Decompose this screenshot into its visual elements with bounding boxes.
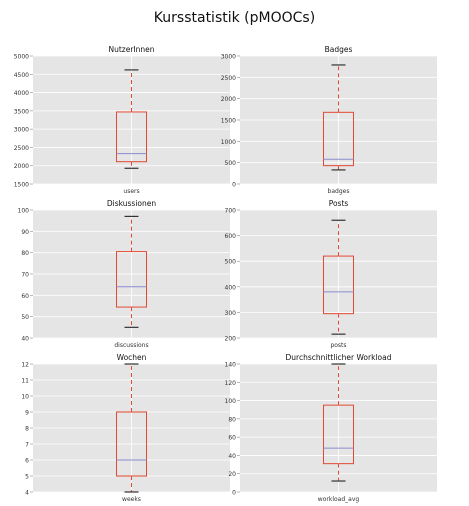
y-tick-label: 3500 [14,108,29,115]
y-tick-label: 80 [228,416,236,423]
y-tick-label: 80 [21,250,29,257]
subplot-posts: 200 300 400 500 600 700 Posts posts [225,199,437,349]
subplot-title: Badges [325,45,353,54]
y-tick-label: 500 [225,259,237,266]
y-tick-label: 1500 [14,182,29,189]
y-tick-label: 3000 [221,54,236,61]
subplot-discussions: 40 50 60 70 80 90 100 Diskussionen discussions [18,199,230,349]
subplot-title: Wochen [117,353,147,362]
x-tick-label: workload_avg [318,496,360,503]
y-tick-label: 11 [21,378,29,385]
y-tick-label: 6 [25,458,29,465]
y-tick-label: 140 [225,362,237,369]
y-tick-label: 90 [21,229,29,236]
y-tick-label: 12 [21,362,29,369]
y-tick-label: 5 [25,474,29,481]
y-tick-label: 400 [225,284,237,291]
y-tick-label: 60 [21,293,29,300]
x-tick-label: users [123,188,139,195]
y-tick-label: 300 [225,310,237,317]
y-tick-label: 4000 [14,90,29,97]
y-tick-label: 20 [228,471,236,478]
y-tick-label: 40 [228,453,236,460]
y-tick-label: 2000 [221,96,236,103]
subplot-users: 1500 2000 2500 3000 3500 4000 4500 5000 NutzerIn… [14,45,230,195]
y-tick-label: 2500 [14,145,29,152]
y-tick-label: 40 [21,336,29,343]
y-tick-label: 8 [25,426,29,433]
y-tick-label: 1000 [221,139,236,146]
y-tick-label: 100 [225,398,237,405]
y-tick-label: 3000 [14,127,29,134]
y-tick-label: 60 [228,435,236,442]
figure-title: Kursstatistik (pMOOCs) [153,10,316,26]
y-tick-label: 120 [225,380,237,387]
subplot-title: Diskussionen [107,199,156,208]
y-tick-label: 5000 [14,54,29,61]
iqr-box [116,411,147,477]
y-tick-label: 1500 [221,118,236,125]
y-tick-label: 2000 [14,163,29,170]
y-tick-label: 50 [21,314,29,321]
y-tick-label: 200 [225,336,237,343]
y-tick-label: 9 [25,410,29,417]
subplot-badges: 0 500 1000 1500 2000 2500 3000 Badges badges [221,45,437,195]
y-tick-label: 2500 [221,75,236,82]
x-tick-label: posts [330,342,346,349]
y-tick-label: 10 [21,394,29,401]
subplot-title: Posts [329,199,349,208]
y-tick-label: 700 [225,208,237,215]
subplot-workload_avg: 0 20 40 60 80 100 120 140 Durchschnittlicher Wor… [225,353,437,503]
iqr-box [323,404,354,465]
y-tick-label: 100 [18,208,30,215]
y-tick-label: 70 [21,272,29,279]
y-tick-label: 7 [25,442,29,449]
x-tick-label: badges [328,188,350,195]
y-tick-label: 0 [232,182,236,189]
iqr-box [116,251,147,308]
subplot-weeks: 4 5 6 7 8 9 10 11 12 Wochen weeks [21,353,230,503]
y-tick-label: 4 [25,490,29,497]
y-tick-label: 0 [232,490,236,497]
iqr-box [323,255,354,315]
subplot-title: NutzerInnen [108,45,154,54]
y-tick-label: 600 [225,233,237,240]
iqr-box [323,111,354,167]
x-tick-label: weeks [122,496,141,503]
x-tick-label: discussions [114,342,148,349]
y-tick-label: 4500 [14,72,29,79]
subplot-title: Durchschnittlicher Workload [286,353,392,362]
y-tick-label: 500 [225,160,237,167]
iqr-box [116,111,147,163]
